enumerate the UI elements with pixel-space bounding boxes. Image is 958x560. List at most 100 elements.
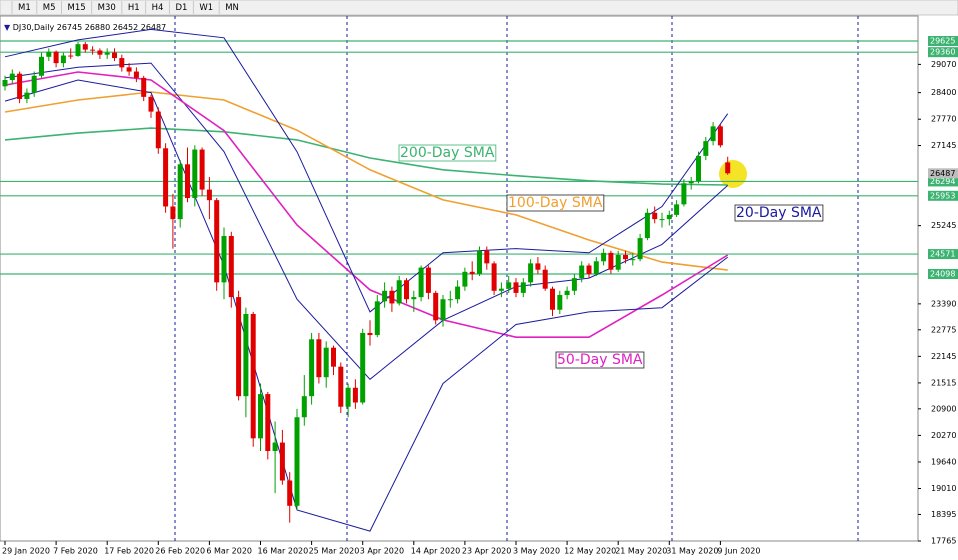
candle-body — [477, 250, 482, 274]
timeframe-button[interactable]: H4 — [152, 3, 164, 13]
candle-body — [498, 288, 504, 291]
candle-body — [206, 189, 212, 201]
candle-body — [53, 51, 59, 64]
candle-body — [301, 396, 307, 418]
timeframe-button[interactable]: M15 — [68, 3, 86, 13]
candle-body — [462, 271, 468, 287]
x-tick-label: 23 Apr 2020 — [462, 547, 511, 556]
candle-body — [148, 96, 154, 112]
candle-body — [696, 155, 701, 182]
candle-body — [674, 204, 680, 215]
annotation: 50-Day SMA — [555, 351, 645, 369]
high: 26880 — [85, 23, 110, 32]
candle-body — [331, 347, 336, 367]
level-label: 26294 — [930, 177, 955, 186]
timeframe-button[interactable]: D1 — [175, 3, 187, 13]
candle-body — [265, 394, 271, 451]
toolbar: M1 M5 M15 M30 H1 H4 D1 W1 MN — [0, 0, 958, 16]
candle-body — [374, 301, 380, 336]
annotation: 20-Day SMA — [734, 204, 824, 222]
annotation: 200-Day SMA — [398, 144, 497, 162]
x-tick-label: 16 Mar 2020 — [258, 547, 309, 556]
candle-body — [491, 263, 497, 291]
candle-body — [272, 442, 278, 451]
annotation-label: 50-Day SMA — [557, 352, 643, 368]
candle-body — [615, 254, 621, 270]
timeframe-button[interactable]: W1 — [199, 3, 213, 13]
annotation-label: 200-Day SMA — [400, 145, 495, 161]
header-arrow: ▼ — [4, 23, 13, 32]
timeframe-button[interactable]: H1 — [128, 3, 140, 13]
x-tick-label: 6 Mar 2020 — [206, 547, 252, 556]
y-tick-label: 23390 — [931, 299, 956, 308]
candle-body — [586, 265, 592, 274]
candle-body — [236, 297, 242, 397]
candle-body — [279, 442, 285, 481]
candle-body — [425, 267, 431, 293]
y-tick-label: 20270 — [931, 431, 956, 440]
candle-body — [345, 387, 351, 407]
candle-body — [60, 55, 66, 64]
x-tick-label: 7 Feb 2020 — [53, 547, 98, 556]
candle-body — [367, 332, 373, 336]
candle-body — [455, 286, 461, 300]
candle-body — [469, 271, 475, 274]
candle-body — [294, 417, 300, 506]
x-tick-label: 3 Apr 2020 — [360, 547, 404, 556]
annotation-box — [398, 144, 497, 162]
candle-body — [2, 79, 8, 87]
candle-body — [155, 111, 161, 149]
x-tick-label: 31 May 2020 — [666, 547, 718, 556]
candle-body — [17, 73, 23, 99]
candle-body — [192, 149, 198, 199]
candle-body — [535, 263, 541, 270]
candle-body — [258, 394, 263, 439]
timeframe-button[interactable]: M1 — [18, 3, 31, 13]
candle-body — [703, 141, 709, 156]
candle-body — [9, 73, 15, 80]
y-tick-label: 21515 — [931, 378, 956, 387]
y-tick-label: 19010 — [931, 484, 956, 493]
candle-body — [221, 235, 227, 283]
level-label: 24571 — [930, 250, 955, 259]
x-tick-label: 26 Feb 2020 — [155, 547, 205, 556]
candle-body — [440, 299, 446, 321]
y-tick-label: 18395 — [931, 510, 956, 519]
level-label-bg — [928, 190, 958, 201]
candle-body — [644, 212, 650, 239]
candle-body — [133, 71, 139, 78]
indicator-line — [4, 28, 729, 313]
candle-body — [601, 252, 607, 262]
candle-body — [141, 77, 147, 97]
price-label: 26487 — [930, 169, 955, 178]
candle-body — [31, 75, 37, 93]
candle-body — [630, 259, 636, 261]
candle-body — [557, 295, 563, 310]
candle-body — [688, 181, 694, 184]
candle-body — [571, 278, 577, 291]
timeframe-button[interactable]: M30 — [98, 3, 116, 13]
candle-body — [396, 280, 402, 304]
y-tick-label: 27145 — [931, 141, 956, 150]
x-tick-label: 17 Feb 2020 — [104, 547, 154, 556]
candle-body — [520, 282, 526, 293]
y-tick-label: 22775 — [931, 325, 956, 334]
y-tick-label: 19640 — [931, 457, 956, 466]
price-label-bg — [928, 168, 958, 179]
indicator-line — [4, 79, 729, 532]
y-tick-label: 22145 — [931, 352, 956, 361]
candle-body — [309, 339, 315, 397]
annotation-box — [506, 194, 605, 212]
annotation-label: 100-Day SMA — [508, 195, 603, 211]
candle-body — [243, 313, 249, 397]
level-label: 29360 — [930, 48, 955, 57]
level-label: 25953 — [930, 191, 955, 200]
timeframe-button[interactable]: MN — [225, 3, 239, 13]
timeframe-button[interactable]: M5 — [43, 3, 56, 13]
candle-body — [681, 183, 687, 205]
candle-body — [112, 52, 117, 59]
candle-body — [82, 44, 88, 50]
candle-body — [564, 290, 570, 296]
